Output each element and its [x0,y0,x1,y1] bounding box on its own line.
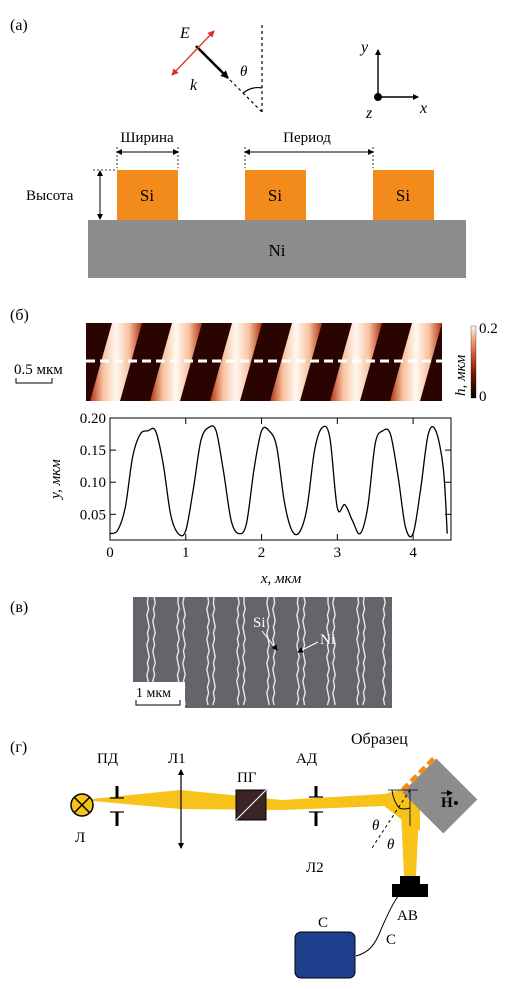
l2-label: Л2 [306,860,324,876]
panel-c: (в) Si Ni 1 мкм [10,597,392,708]
sem-edge-line [212,597,216,706]
profile-chart: 0 1 2 3 4 0.05 0.10 0.15 0.20 y, мкм x, мкм [48,411,452,587]
sem-si-pointer [261,630,278,651]
theta-arc-incident [391,789,400,809]
si-ridge-3-label: Si [396,186,410,205]
afm-scale-bar-label: 0.5 мкм [14,362,63,378]
sem-edge-line [236,597,240,706]
theta-label-incident: θ [372,818,380,834]
x-tick-label: 2 [258,545,266,561]
sem-edge-line [266,597,270,706]
x-tick-label: 4 [409,545,417,561]
e-field-arrow [171,30,215,76]
panel-d-label: (г) [10,739,27,756]
panel-c-label: (в) [10,599,28,616]
si-ridge-2-label: Si [268,186,282,205]
pg-label: ПГ [237,770,257,786]
y-axis-label: y [359,39,369,56]
colorbar-min-label: 0 [479,389,487,405]
theta-arc-reflected [398,807,411,810]
colorbar-title: h, мкм [453,354,469,396]
sem-ni-pointer [297,641,319,653]
l1-label: Л1 [168,751,186,767]
ni-substrate [88,220,466,278]
photodetector-body [392,884,428,897]
laser-beam-horizontal [82,790,420,830]
si-ridge-3 [373,170,434,220]
period-label: Период [283,130,331,146]
chart-ticks: 0 1 2 3 4 0.05 0.10 0.15 0.20 [80,411,451,561]
chart-y-axis-title: y, мкм [48,459,64,501]
sem-edge-line [326,597,330,706]
beam-dashed-line [229,79,263,113]
e-field-label: E [179,25,190,42]
sample-label: Образец [351,731,408,748]
afm-scale-bar [15,378,53,384]
signal-cable [355,895,399,957]
ad-label: АД [296,751,317,767]
colorbar-max-label: 0.2 [479,321,498,337]
recorder-label: С [318,915,328,931]
sem-edge-line [206,597,210,706]
height-label: Высота [26,188,74,204]
chart-frame [109,417,452,541]
theta-label-a: θ [240,64,248,80]
ab-label: АВ [397,908,418,924]
profile-series-line [109,425,448,538]
x-tick-label: 3 [334,545,342,561]
ni-substrate-label: Ni [269,241,286,260]
sem-scale-box [133,682,185,708]
sem-edge-line [356,597,360,706]
sem-edge-line [272,597,276,706]
si-ridge-1 [117,170,178,220]
sem-ni-label: Ni [320,632,335,648]
recorder-box [294,931,356,979]
photodetector-head [400,876,420,884]
chart-x-axis-title: x, мкм [260,571,302,587]
sem-scale-bar [135,700,181,706]
sample [400,757,478,834]
panel-b: (б) 0.5 мкм 0.2 0 h, мкм 0 1 2 3 40 [10,307,498,587]
theta-label-reflected: θ [387,837,395,853]
x-tick-label: 1 [182,545,190,561]
magnetic-field-label: H [441,795,453,811]
panel-a-label: (а) [10,17,28,34]
z-axis-dot [374,93,382,101]
si-ridge-2 [245,170,306,220]
cable-label: С [386,932,396,948]
sem-edge-line [382,597,386,706]
si-ridge-1-label: Si [140,186,154,205]
wavevector-label: k [190,77,198,94]
sem-edge-line [362,597,366,706]
wavevector-arrow [195,45,229,79]
width-label: Ширина [120,130,174,146]
sem-si-label: Si [253,615,266,631]
laser-source-label: Л [75,830,85,846]
x-tick-label: 0 [106,545,114,561]
sem-stripes [146,597,386,706]
y-tick-label: 0.20 [80,411,106,427]
z-axis-label: z [365,105,373,122]
theta-arc [242,86,263,94]
sem-image [133,597,392,708]
sem-edge-line [332,597,336,706]
pd-label: ПД [97,751,118,767]
panel-d: (г) Л ПД Л1 ПГ АД Л2 [10,731,478,979]
panel-a: (а) E k θ y z x Ширина Период Высота Ni [10,17,466,278]
y-tick-label: 0.15 [80,443,106,459]
sem-scale-bar-label: 1 мкм [136,686,171,701]
afm-image [86,323,442,401]
sem-edge-line [242,597,246,706]
y-tick-label: 0.10 [80,475,106,491]
laser-beam-to-detector [400,790,420,876]
magnetic-field-dot-icon [454,801,458,805]
x-axis-label: x [419,100,427,117]
panel-b-label: (б) [10,307,29,324]
y-tick-label: 0.05 [80,507,106,523]
colorbar [470,325,477,399]
